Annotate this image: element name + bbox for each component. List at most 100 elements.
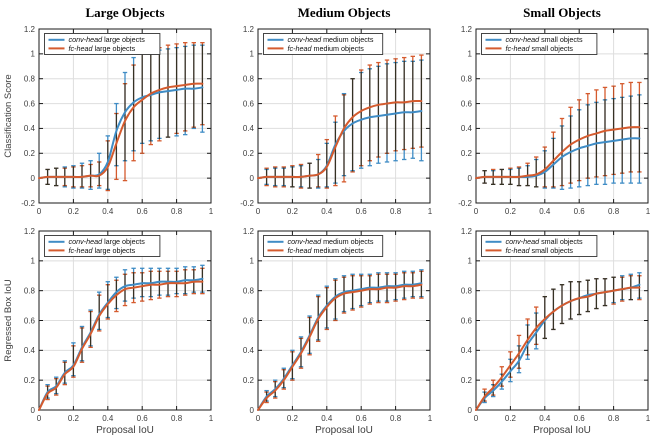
y-tick-label: 1.2 <box>461 25 473 34</box>
x-axis-label: Proposal IoU <box>96 425 154 436</box>
x-tick-label: 0.6 <box>355 207 367 216</box>
legend-label-fc-head: fc-head small objects <box>506 44 574 53</box>
x-tick-label: 0 <box>474 414 479 423</box>
y-tick-label: 0 <box>249 406 254 415</box>
x-tick-label: 0.8 <box>608 414 620 423</box>
tick-labels: 0 0.2 0.4 0.6 0.8 1-0.200.20.40.60.811.2 <box>21 25 214 216</box>
errorbars-fc-head <box>45 42 205 192</box>
y-tick-label: 0.4 <box>24 124 36 133</box>
x-tick-label: 0.8 <box>608 207 620 216</box>
box-iou-medium-chart: 0 0.2 0.4 0.6 0.8 1 0 0.2 0.4 0.6 0.8 1 1.2 Proposal … <box>242 227 432 436</box>
y-tick-label: 1 <box>249 257 254 266</box>
y-tick-label: 1.2 <box>24 25 36 34</box>
x-tick-label: 0 <box>255 207 260 216</box>
y-tick-label: 0.6 <box>461 316 473 325</box>
x-tick-label: 0 <box>474 207 479 216</box>
errorbars-fc-head <box>482 275 642 402</box>
x-axis-label: Proposal IoU <box>533 425 591 436</box>
x-tick-label: 1 <box>646 414 651 423</box>
y-tick-label: 0.8 <box>24 286 36 295</box>
y-tick-label: 0 <box>31 406 36 415</box>
legend-label-conv-head: conv-head medium objects <box>287 237 373 246</box>
x-tick-label: 1 <box>646 207 651 216</box>
subplot-title: Small Objects <box>523 5 601 20</box>
x-tick-label: 0.4 <box>321 207 333 216</box>
x-tick-label: 0.6 <box>137 414 149 423</box>
subplot-title: Medium Objects <box>297 5 390 20</box>
classification-small-chart: 0 0.2 0.4 0.6 0.8 1-0.200.20.40.60.811.2Small… <box>458 5 651 216</box>
axes-box <box>38 230 212 411</box>
y-tick-label: 0.2 <box>24 376 36 385</box>
series-line-conv-head <box>38 277 204 411</box>
tick-labels: 0 0.2 0.4 0.6 0.8 1 0 0.2 0.4 0.6 0.8 1 1.2 <box>461 227 651 423</box>
legend-label-fc-head: fc-head large objects <box>69 44 136 53</box>
y-tick-label: 0.2 <box>461 149 473 158</box>
series-line-fc-head <box>475 286 641 411</box>
y-tick-label: 1.2 <box>24 227 36 236</box>
y-tick-label: 1 <box>468 257 473 266</box>
y-axis-label: Regressed Box IoU <box>3 279 14 362</box>
y-tick-label: 0.6 <box>24 316 36 325</box>
x-tick-label: 0.4 <box>102 414 114 423</box>
y-tick-label: -0.2 <box>458 199 472 208</box>
x-tick-label: 0.2 <box>68 207 80 216</box>
y-tick-label: 0.8 <box>461 286 473 295</box>
y-tick-label: 0.2 <box>242 376 254 385</box>
y-tick-label: 0.4 <box>461 346 473 355</box>
y-tick-label: 0 <box>31 174 36 183</box>
y-tick-label: 0.4 <box>242 124 254 133</box>
x-tick-label: 0.6 <box>574 414 586 423</box>
legend-label-conv-head: conv-head small objects <box>506 237 584 246</box>
x-tick-label: 0.8 <box>390 207 402 216</box>
y-tick-label: 0.2 <box>461 376 473 385</box>
x-tick-label: 1 <box>427 414 432 423</box>
x-tick-label: 0.4 <box>539 207 551 216</box>
x-tick-label: 0 <box>37 414 42 423</box>
subplot-classification-small: 0 0.2 0.4 0.6 0.8 1 -0.2 0 0.2 0.4 0.6 0.8 1 1.2 Small… <box>437 0 656 224</box>
x-tick-label: 0.8 <box>390 414 402 423</box>
y-tick-label: -0.2 <box>21 199 35 208</box>
legend-label-fc-head: fc-head large objects <box>69 246 136 255</box>
y-tick-label: 1.2 <box>461 227 473 236</box>
x-tick-label: 0.2 <box>68 414 80 423</box>
x-tick-label: 0.6 <box>574 207 586 216</box>
y-tick-label: 0.4 <box>24 346 36 355</box>
subplot-classification-large: 0 0.2 0.4 0.6 0.8 1 -0.2 0 0.2 0.4 0.6 0.8 1 1.2 Large… <box>0 0 219 224</box>
legend-label-conv-head: conv-head medium objects <box>287 35 373 44</box>
x-tick-label: 1 <box>209 207 214 216</box>
axes-box <box>475 28 649 204</box>
y-tick-label: 0 <box>468 406 473 415</box>
y-tick-label: 0.4 <box>461 124 473 133</box>
axes-box <box>38 28 212 204</box>
legend-label-conv-head: conv-head small objects <box>506 35 584 44</box>
series-line-fc-head <box>38 280 204 411</box>
legend-label-fc-head: fc-head small objects <box>506 246 574 255</box>
axes-box <box>257 230 430 411</box>
series-line-fc-head <box>475 126 641 180</box>
series-line-fc-head <box>256 283 422 411</box>
series-line-conv-head <box>475 137 641 180</box>
tick-labels: 0 0.2 0.4 0.6 0.8 1 0 0.2 0.4 0.6 0.8 1 1.2 <box>24 227 214 423</box>
x-tick-label: 0.8 <box>171 207 183 216</box>
classification-medium-chart: 0 0.2 0.4 0.6 0.8 1-0.200.20.40.60.811.2Mediu… <box>240 5 433 216</box>
y-tick-label: 0.8 <box>24 75 36 84</box>
legend-label-fc-head: fc-head medium objects <box>287 246 364 255</box>
y-tick-label: 1 <box>249 50 254 59</box>
y-tick-label: 0 <box>249 174 254 183</box>
y-tick-label: 1 <box>31 257 36 266</box>
x-tick-label: 0.6 <box>355 414 367 423</box>
series-line-fc-head <box>38 82 204 180</box>
y-tick-label: 0.6 <box>461 99 473 108</box>
x-axis-label: Proposal IoU <box>315 425 373 436</box>
x-tick-label: 0.4 <box>102 207 114 216</box>
x-tick-label: 0 <box>255 414 260 423</box>
y-tick-label: 1.2 <box>242 227 254 236</box>
subplot-box-iou-large: 0 0.2 0.4 0.6 0.8 1 0 0.2 0.4 0.6 0.8 1 1.2 Proposal … <box>0 224 219 448</box>
y-tick-label: 0.2 <box>24 149 36 158</box>
x-tick-label: 1 <box>209 414 214 423</box>
